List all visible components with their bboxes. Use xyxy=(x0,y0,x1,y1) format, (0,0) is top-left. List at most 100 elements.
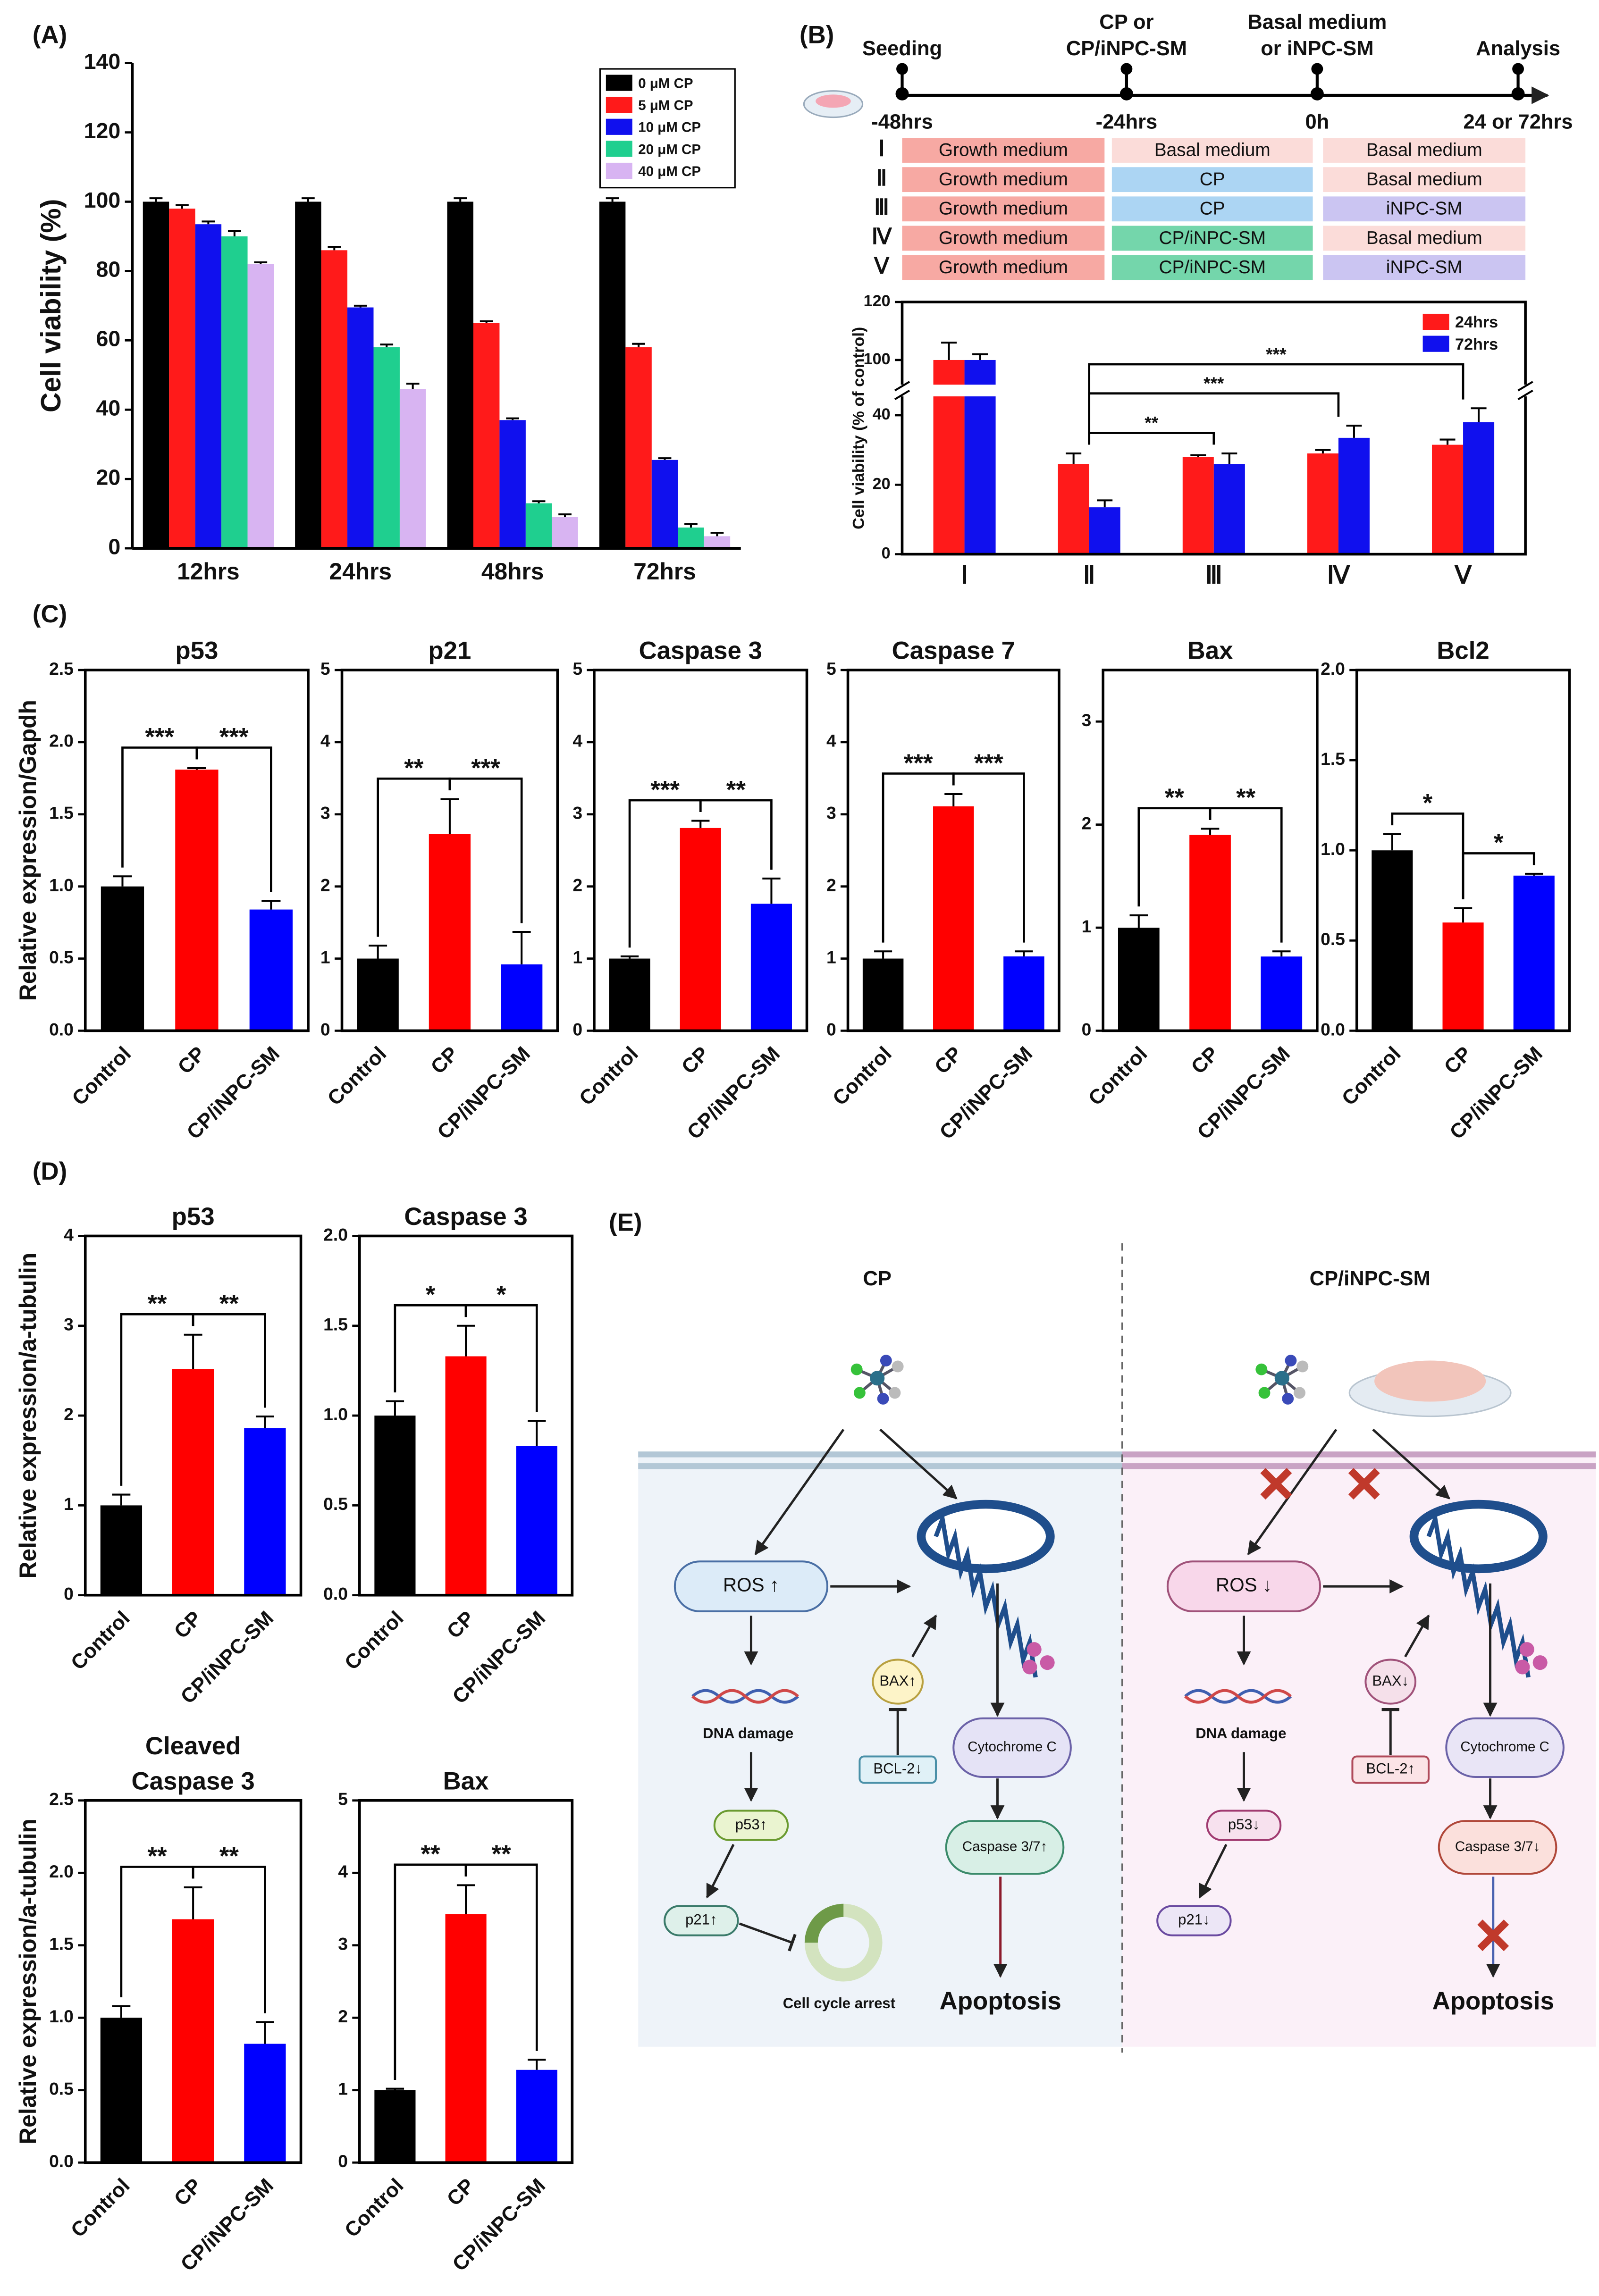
y-tick-label: 2 xyxy=(572,875,582,895)
timeline-event: Seeding xyxy=(862,37,942,60)
y-tick-label: 100 xyxy=(84,188,121,212)
table-cell-text: Basal medium xyxy=(1154,140,1271,160)
table-cell xyxy=(902,167,1105,193)
significance-label: * xyxy=(497,1281,506,1309)
y-tick-label: 20 xyxy=(96,465,121,490)
apoptosis-label: Apoptosis xyxy=(940,1987,1061,2015)
dish-cells xyxy=(816,94,851,108)
arrow xyxy=(1199,1844,1228,1899)
block-mark xyxy=(1260,1468,1292,1500)
legend-swatch xyxy=(606,75,632,91)
bar xyxy=(501,964,543,1031)
legend-label: 5 μM CP xyxy=(638,98,693,113)
panel-label: (B) xyxy=(800,21,834,49)
bar xyxy=(862,958,904,1031)
chart-title: Bax xyxy=(1187,637,1233,665)
bar xyxy=(1513,875,1555,1031)
x-tick-label: Control xyxy=(340,2174,408,2242)
table-cell-text: Basal medium xyxy=(1366,228,1482,248)
node-label: ROS ↑ xyxy=(723,1574,779,1596)
y-tick-label: 0.5 xyxy=(323,1494,348,1514)
bar xyxy=(1463,422,1495,554)
legend-label: 24hrs xyxy=(1455,313,1498,331)
y-tick-label: 0.5 xyxy=(49,2079,74,2099)
bar xyxy=(447,201,473,549)
bar xyxy=(651,460,678,549)
node-shape xyxy=(1206,1810,1282,1841)
arrow xyxy=(1404,1614,1430,1658)
timeline-time: -48hrs xyxy=(871,110,933,133)
table-cell-text: Growth medium xyxy=(939,140,1068,160)
y-tick-label: 2.0 xyxy=(323,1224,348,1244)
chart-title: Caspase 7 xyxy=(892,637,1015,665)
y-tick-label: 5 xyxy=(572,659,582,679)
inpc-sm xyxy=(1374,1360,1486,1402)
y-tick-label: 1 xyxy=(1082,916,1092,936)
x-tick-label: Control xyxy=(68,1042,135,1110)
x-tick-label: 24hrs xyxy=(329,558,392,585)
node-label: Cytochrome C xyxy=(968,1739,1057,1755)
legend-swatch xyxy=(1422,335,1449,352)
y-tick-label: 2 xyxy=(1082,813,1092,833)
bar xyxy=(1182,457,1214,554)
bar xyxy=(244,2044,286,2163)
dna-strand xyxy=(1184,1689,1292,1704)
plot-frame xyxy=(593,669,808,1032)
significance-label: ** xyxy=(404,754,424,782)
significance-bracket xyxy=(192,1313,266,1408)
y-tick-label: 0.0 xyxy=(323,1584,348,1604)
plot-frame xyxy=(84,1799,303,2164)
molecule-dot xyxy=(1515,1659,1530,1675)
timeline-point xyxy=(1119,87,1133,101)
timeline-event: Basal medium xyxy=(1247,11,1387,34)
x-tick-label: Control xyxy=(828,1042,896,1110)
significance-label: ** xyxy=(219,1290,239,1318)
molecule-dot xyxy=(1022,1659,1037,1675)
table-cell-text: CP/iNPC-SM xyxy=(1159,257,1266,277)
y-tick-label: 120 xyxy=(84,118,121,143)
axis-break-mark xyxy=(894,381,910,392)
panel-label: (D) xyxy=(33,1157,67,1185)
y-tick-label: 60 xyxy=(96,327,121,351)
table-cell xyxy=(902,226,1105,251)
y-axis-label: Cell viability (% of control) xyxy=(850,327,867,529)
y-tick-label: 3 xyxy=(64,1315,74,1334)
bar xyxy=(1372,850,1413,1031)
timeline-point xyxy=(1511,87,1525,101)
significance-label: * xyxy=(1494,829,1504,857)
table-cell-text: CP/iNPC-SM xyxy=(1159,228,1266,248)
bar xyxy=(357,958,399,1031)
membrane xyxy=(1122,1451,1596,1458)
y-tick-label: 5 xyxy=(338,1789,348,1809)
y-tick-label: 0 xyxy=(1082,1019,1092,1039)
cell-cycle-arc xyxy=(804,1903,844,1943)
chart-title: p53 xyxy=(175,637,218,665)
node-label: Cell cycle arrest xyxy=(783,1995,895,2011)
significance-bracket xyxy=(464,1863,538,2051)
atom xyxy=(880,1355,892,1366)
timeline-time: -24hrs xyxy=(1096,110,1158,133)
bar xyxy=(374,1416,416,1595)
table-cell-text: iNPC-SM xyxy=(1386,199,1463,219)
atom xyxy=(1258,1387,1271,1399)
bar xyxy=(678,528,704,549)
node-shape xyxy=(952,1717,1072,1778)
significance-bracket xyxy=(952,772,1025,943)
x-tick-label: CP xyxy=(170,1607,206,1643)
y-tick-label: 80 xyxy=(96,257,121,282)
timeline-event: CP or xyxy=(1099,11,1153,34)
apoptosis-label: Apoptosis xyxy=(1432,1987,1554,2015)
node-label: Caspase 3/7↓ xyxy=(1455,1839,1540,1854)
bar xyxy=(373,347,400,549)
significance-bracket xyxy=(1088,432,1215,445)
bar xyxy=(473,323,500,549)
y-tick-label: 0 xyxy=(338,2151,348,2171)
table-cell xyxy=(1111,226,1313,251)
node-label: Cytochrome C xyxy=(1460,1739,1549,1755)
table-cell-text: Basal medium xyxy=(1366,140,1482,160)
arrow xyxy=(706,1844,735,1899)
significance-label: *** xyxy=(145,723,174,751)
axis-break-mark xyxy=(894,389,910,401)
table-cell-text: Growth medium xyxy=(939,257,1068,277)
